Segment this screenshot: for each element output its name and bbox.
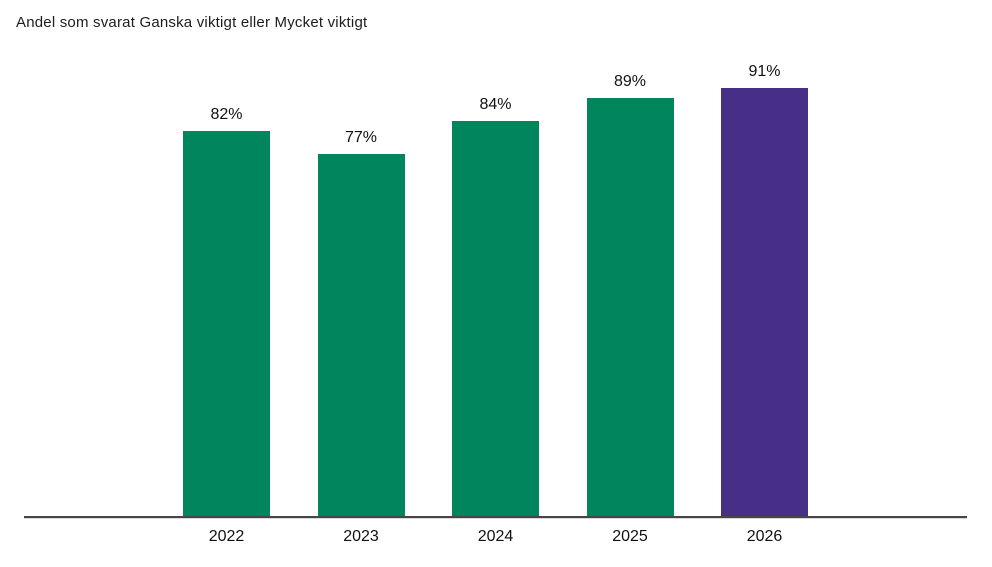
bar-value-label-2025: 89% [613, 73, 647, 90]
bars-row: 82% 77% 84% 89% 91% [183, 0, 808, 516]
bar-2024 [452, 121, 539, 516]
bar-2023 [317, 154, 405, 516]
bar-column-2023: 77% [317, 129, 405, 516]
bar-2022 [183, 131, 270, 516]
x-tick-2025: 2025 [612, 528, 648, 545]
bar-column-2022: 82% [183, 106, 270, 516]
x-tick-labels: 2022 2023 2024 2025 2026 [183, 528, 808, 546]
x-tick-2026: 2026 [746, 528, 783, 545]
x-tick-2022: 2022 [208, 528, 245, 545]
x-tick-2024: 2024 [477, 528, 514, 545]
bar-2025 [586, 98, 674, 516]
bar-value-label-2024: 84% [479, 96, 512, 113]
bar-value-label-2022: 82% [210, 106, 243, 123]
bar-2026 [721, 88, 808, 516]
bar-column-2024: 84% [452, 96, 539, 516]
x-tick-2023: 2023 [343, 528, 379, 545]
bar-column-2026: 91% [721, 63, 808, 516]
x-axis-line [24, 516, 967, 518]
bar-column-2025: 89% [586, 73, 674, 516]
bar-value-label-2026: 91% [748, 63, 781, 80]
chart-title: Andel som svarat Ganska viktigt eller My… [16, 14, 368, 31]
bar-value-label-2023: 77% [344, 129, 378, 146]
